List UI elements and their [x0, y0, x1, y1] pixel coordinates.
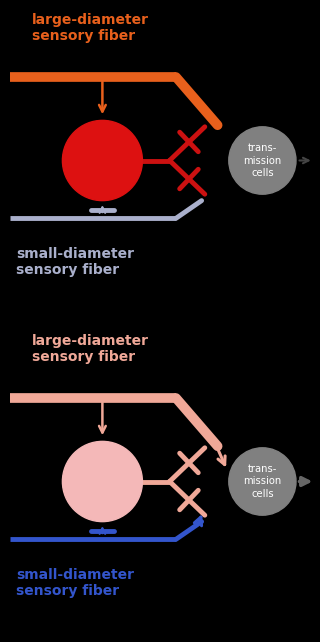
Text: small-diameter
sensory fiber: small-diameter sensory fiber — [16, 568, 134, 598]
Circle shape — [229, 448, 296, 515]
Text: large-diameter
sensory fiber: large-diameter sensory fiber — [32, 334, 149, 364]
Circle shape — [229, 127, 296, 194]
Text: large-diameter
sensory fiber: large-diameter sensory fiber — [32, 13, 149, 43]
Text: small-diameter
sensory fiber: small-diameter sensory fiber — [16, 247, 134, 277]
Text: trans-
mission
cells: trans- mission cells — [243, 143, 282, 178]
Text: trans-
mission
cells: trans- mission cells — [243, 464, 282, 499]
Circle shape — [62, 121, 142, 200]
Circle shape — [62, 442, 142, 521]
